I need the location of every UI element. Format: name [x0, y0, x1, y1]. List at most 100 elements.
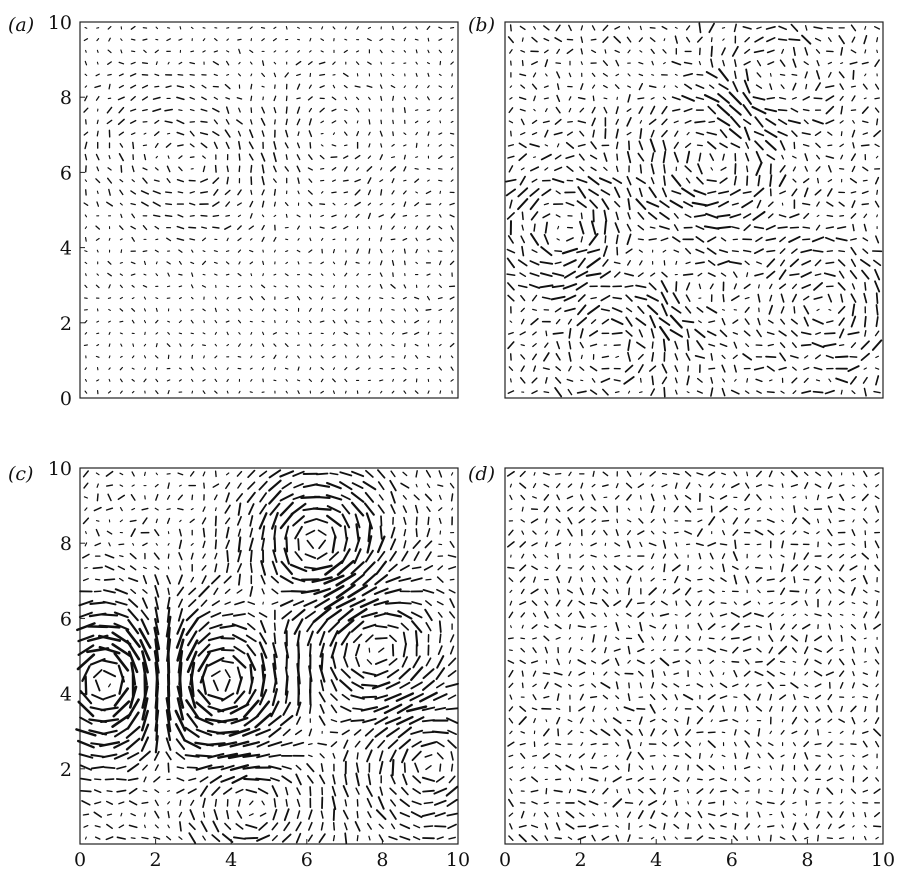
vector-arrow — [403, 378, 407, 382]
vector-arrow — [790, 635, 799, 642]
vector-arrow — [445, 717, 459, 724]
vector-arrow — [674, 706, 678, 711]
vector-arrow — [108, 355, 111, 359]
vector-arrow — [368, 390, 371, 394]
vector-arrow — [637, 776, 645, 782]
vector-arrow — [238, 308, 241, 312]
vector-arrow — [544, 835, 549, 841]
vector-arrow — [332, 249, 335, 254]
vector-arrow — [839, 754, 844, 757]
vector-arrow — [248, 153, 254, 161]
vector-arrow — [851, 129, 856, 138]
vector-arrow — [272, 178, 277, 183]
vector-arrow — [813, 282, 823, 291]
vector-arrow — [202, 308, 206, 312]
vector-arrow — [438, 284, 442, 288]
panel-b: (b) — [468, 14, 884, 399]
vector-arrow — [214, 528, 217, 537]
vector-arrow — [202, 379, 206, 382]
vector-arrow — [600, 294, 611, 302]
vector-arrow — [627, 198, 631, 211]
vector-arrow — [154, 799, 159, 807]
vector-arrow — [627, 73, 631, 77]
vector-arrow — [225, 141, 230, 150]
vector-arrow — [590, 542, 597, 547]
vector-arrow — [222, 787, 233, 795]
vector-arrow — [698, 799, 702, 806]
vector-arrow — [307, 754, 313, 758]
vector-arrow — [226, 331, 229, 336]
vector-arrow — [333, 284, 335, 288]
vector-arrow — [733, 741, 737, 747]
vector-arrow — [673, 823, 680, 829]
vector-arrow — [379, 297, 384, 300]
vector-arrow — [189, 130, 195, 137]
vector-arrow — [205, 742, 226, 747]
vector-arrow — [94, 836, 101, 840]
vector-arrow — [635, 177, 646, 185]
vector-arrow — [212, 820, 220, 833]
vector-arrow — [446, 798, 458, 807]
vector-arrow — [103, 589, 116, 594]
vector-arrow — [391, 390, 395, 394]
vector-arrow — [321, 308, 324, 312]
vector-arrow — [142, 225, 148, 231]
panel-d: (d) 0 2 4 6 8 10 — [468, 463, 895, 871]
vector-arrow — [575, 270, 589, 279]
vector-arrow — [127, 618, 140, 635]
vector-arrow — [319, 703, 325, 714]
vector-arrow — [295, 60, 302, 66]
vector-arrow — [567, 517, 573, 525]
vector-arrow — [674, 389, 678, 395]
vector-arrow — [154, 85, 160, 88]
vector-arrow — [128, 824, 138, 829]
vector-arrow — [875, 519, 879, 523]
vector-arrow — [627, 351, 631, 362]
vector-arrow — [849, 177, 858, 184]
vector-arrow — [106, 790, 113, 793]
vector-arrow — [708, 778, 715, 781]
vector-arrow — [427, 143, 430, 147]
vector-arrow — [362, 480, 377, 491]
vector-arrow — [344, 38, 348, 41]
vector-arrow — [261, 72, 266, 78]
vector-arrow — [568, 96, 572, 101]
vector-arrow — [373, 705, 390, 713]
vector-arrow — [671, 60, 682, 66]
vector-arrow — [649, 694, 656, 701]
vector-arrow — [626, 811, 632, 818]
vector-arrow — [663, 563, 666, 573]
vector-arrow — [142, 542, 148, 547]
vector-arrow — [662, 96, 667, 100]
vector-arrow — [579, 565, 585, 571]
vector-arrow — [791, 283, 797, 290]
vector-arrow — [213, 250, 218, 253]
vector-arrow — [616, 518, 619, 524]
vector-arrow — [672, 660, 681, 664]
vector-arrow — [765, 25, 776, 30]
vector-arrow — [540, 246, 553, 257]
vector-arrow — [850, 191, 857, 194]
vector-arrow — [530, 232, 540, 246]
vector-arrow — [862, 683, 869, 688]
vector-arrow — [131, 507, 136, 511]
vector-arrow — [410, 666, 424, 682]
vector-arrow — [330, 641, 338, 659]
vector-arrow — [342, 72, 349, 77]
vector-arrow — [293, 482, 304, 489]
vector-arrow — [684, 587, 692, 596]
vector-arrow — [663, 175, 666, 186]
vector-arrow — [226, 165, 229, 173]
plot-frame — [504, 21, 884, 399]
vector-arrow — [261, 343, 265, 347]
vector-arrow — [379, 379, 384, 382]
vector-arrow — [212, 483, 220, 488]
vector-arrow — [611, 307, 623, 313]
vector-arrow — [519, 331, 526, 336]
vector-arrow — [531, 294, 538, 302]
vector-arrow — [800, 249, 813, 254]
vector-arrow — [283, 808, 290, 822]
vector-arrow — [545, 108, 548, 113]
vector-arrow — [532, 483, 537, 489]
vector-arrow — [568, 754, 572, 758]
